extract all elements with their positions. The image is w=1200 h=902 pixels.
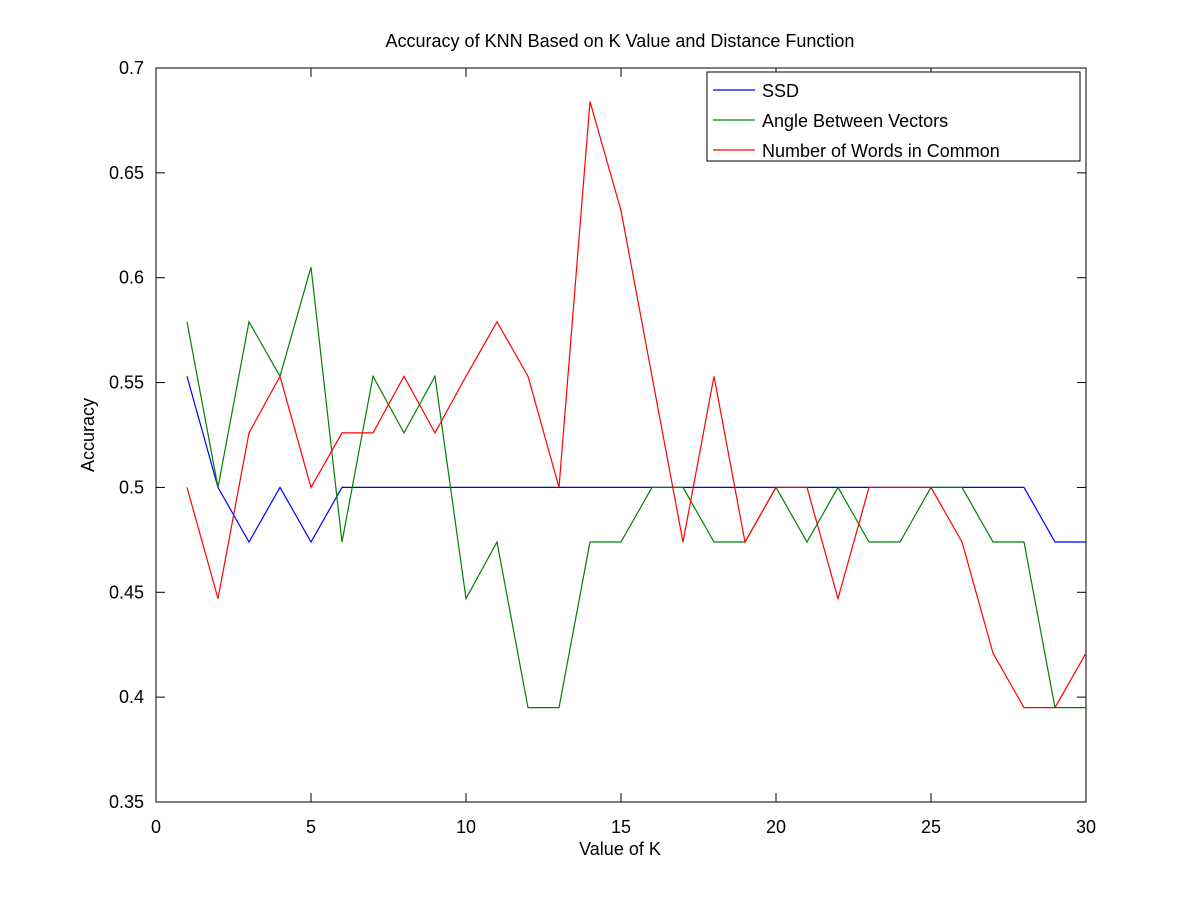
- legend-box: [706, 71, 1081, 162]
- y-tick-label: 0.45: [109, 582, 144, 602]
- y-axis: 0.35 0.4 0.45 0.5 0.55 0.6 0.65 0.7: [109, 58, 1086, 812]
- chart-title: Accuracy of KNN Based on K Value and Dis…: [386, 31, 855, 51]
- x-axis-label: Value of K: [579, 839, 661, 859]
- legend-label-1: SSD: [762, 81, 799, 101]
- x-axis: 0 5 10 15 20 25 30: [151, 68, 1096, 837]
- y-tick-label: 0.5: [119, 477, 144, 497]
- y-tick-label: 0.7: [119, 58, 144, 78]
- legend-label-3: Number of Words in Common: [762, 141, 1000, 161]
- x-tick-label: 5: [306, 817, 316, 837]
- y-tick-label: 0.55: [109, 373, 144, 393]
- x-tick-label: 15: [611, 817, 631, 837]
- y-tick-label: 0.4: [119, 687, 144, 707]
- x-tick-label: 10: [456, 817, 476, 837]
- y-tick-label: 0.35: [109, 792, 144, 812]
- series-line-2: [186, 267, 1086, 709]
- legend: SSD Angle Between Vectors Number of Words …: [706, 71, 1081, 162]
- y-tick-label: 0.65: [109, 163, 144, 183]
- series-line-3: [186, 101, 1087, 709]
- x-tick-label: 0: [151, 817, 161, 837]
- legend-label-2: Angle Between Vectors: [762, 111, 948, 131]
- plot-area: [155, 67, 1087, 803]
- x-tick-label: 30: [1076, 817, 1096, 837]
- y-axis-label: Accuracy: [78, 398, 98, 472]
- y-tick-label: 0.6: [119, 268, 144, 288]
- x-tick-label: 20: [766, 817, 786, 837]
- x-tick-label: 25: [921, 817, 941, 837]
- series-group: [186, 101, 1087, 709]
